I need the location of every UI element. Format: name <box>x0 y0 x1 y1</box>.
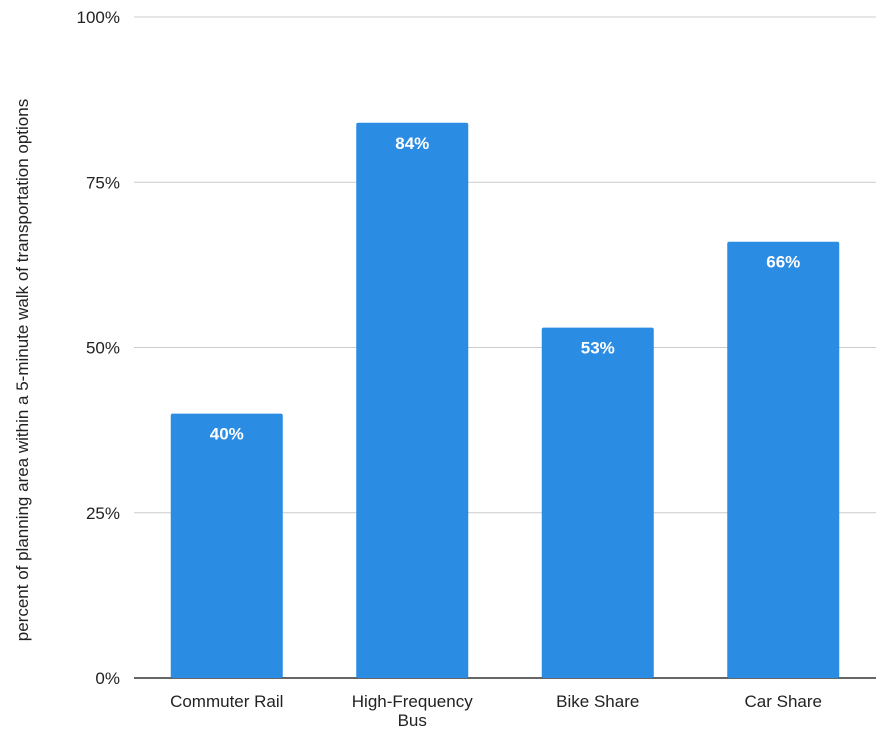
y-tick-label: 0% <box>95 669 120 688</box>
x-category-label: Commuter Rail <box>170 692 283 711</box>
data-labels: 40% 84% 53% 66% <box>210 134 801 444</box>
x-category-label: Bus <box>398 711 427 730</box>
bar-value-label: 84% <box>395 134 429 153</box>
y-tick-label: 100% <box>77 8 120 27</box>
bar <box>727 241 840 679</box>
x-category-label: Car Share <box>745 692 822 711</box>
y-tick-label: 25% <box>86 504 120 523</box>
bar <box>541 327 654 678</box>
y-axis-ticks: 0% 25% 50% 75% 100% <box>77 8 120 688</box>
bar-value-label: 53% <box>581 339 615 358</box>
bars <box>170 122 840 679</box>
bar-value-label: 40% <box>210 425 244 444</box>
bar <box>356 122 469 678</box>
y-tick-label: 50% <box>86 339 120 358</box>
y-tick-label: 75% <box>86 173 120 192</box>
y-axis-title: percent of planning area within a 5-minu… <box>13 99 32 641</box>
bar-value-label: 66% <box>766 253 800 272</box>
bar <box>170 413 283 678</box>
x-category-label: High-Frequency <box>352 692 473 711</box>
x-category-label: Bike Share <box>556 692 639 711</box>
